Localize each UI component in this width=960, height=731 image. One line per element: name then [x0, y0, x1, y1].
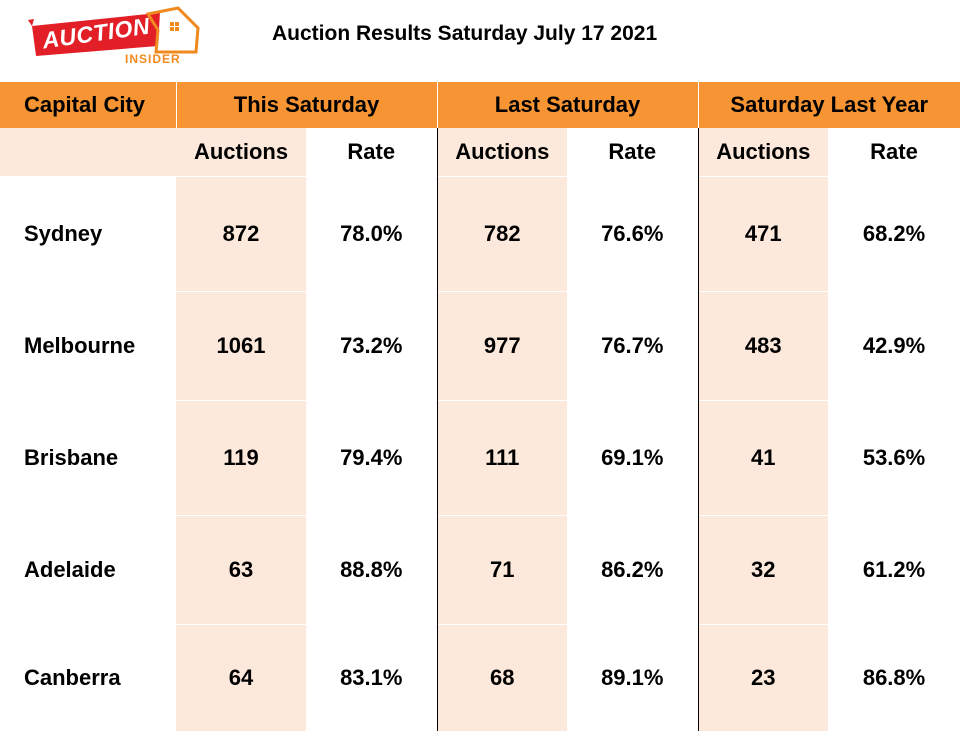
sub-header-auctions: Auctions — [176, 128, 306, 177]
cell-rate-last-saturday: 89.1% — [567, 625, 698, 731]
cell-auctions-this-saturday: 63 — [176, 516, 306, 625]
cell-auctions-this-saturday: 64 — [176, 625, 306, 731]
cell-rate-this-saturday: 73.2% — [306, 292, 437, 401]
cell-rate-this-saturday: 88.8% — [306, 516, 437, 625]
sub-header-auctions: Auctions — [437, 128, 567, 177]
sub-header-rate: Rate — [306, 128, 437, 177]
header-saturday-last-year: Saturday Last Year — [698, 82, 960, 128]
cell-rate-last-year: 68.2% — [828, 177, 960, 292]
group-header-row: Capital City This Saturday Last Saturday… — [0, 82, 960, 128]
cell-auctions-this-saturday: 1061 — [176, 292, 306, 401]
cell-rate-last-saturday: 76.6% — [567, 177, 698, 292]
cell-auctions-last-saturday: 71 — [437, 516, 567, 625]
sub-header-row: Auctions Rate Auctions Rate Auctions Rat… — [0, 128, 960, 177]
cell-rate-last-saturday: 76.7% — [567, 292, 698, 401]
cell-capital-city: Brisbane — [0, 401, 176, 516]
cell-capital-city: Sydney — [0, 177, 176, 292]
cell-auctions-last-saturday: 977 — [437, 292, 567, 401]
cell-capital-city: Adelaide — [0, 516, 176, 625]
cell-auctions-last-year: 471 — [698, 177, 828, 292]
cell-auctions-this-saturday: 119 — [176, 401, 306, 516]
auction-results-table-container: Capital City This Saturday Last Saturday… — [0, 82, 960, 731]
cell-rate-last-year: 61.2% — [828, 516, 960, 625]
cell-auctions-last-saturday: 782 — [437, 177, 567, 292]
cell-auctions-last-saturday: 68 — [437, 625, 567, 731]
cell-rate-this-saturday: 78.0% — [306, 177, 437, 292]
sub-header-rate: Rate — [567, 128, 698, 177]
cell-auctions-last-year: 483 — [698, 292, 828, 401]
cell-capital-city: Melbourne — [0, 292, 176, 401]
cell-auctions-this-saturday: 872 — [176, 177, 306, 292]
page-title: Auction Results Saturday July 17 2021 — [272, 22, 657, 46]
cell-rate-last-year: 42.9% — [828, 292, 960, 401]
cell-rate-this-saturday: 79.4% — [306, 401, 437, 516]
cell-auctions-last-saturday: 111 — [437, 401, 567, 516]
sub-header-rate: Rate — [828, 128, 960, 177]
sub-header-auctions: Auctions — [698, 128, 828, 177]
cell-rate-last-saturday: 86.2% — [567, 516, 698, 625]
cell-rate-last-saturday: 69.1% — [567, 401, 698, 516]
cell-capital-city: Canberra — [0, 625, 176, 731]
header-capital-city: Capital City — [0, 82, 176, 128]
cell-auctions-last-year: 23 — [698, 625, 828, 731]
header-this-saturday: This Saturday — [176, 82, 437, 128]
cell-rate-this-saturday: 83.1% — [306, 625, 437, 731]
auction-results-table: Capital City This Saturday Last Saturday… — [0, 82, 960, 731]
auction-insider-logo: AUCTION INSIDER — [28, 6, 200, 68]
cell-rate-last-year: 53.6% — [828, 401, 960, 516]
logo-subtitle: INSIDER — [125, 52, 181, 66]
cell-auctions-last-year: 41 — [698, 401, 828, 516]
sub-header-blank — [0, 128, 176, 177]
cell-auctions-last-year: 32 — [698, 516, 828, 625]
cell-rate-last-year: 86.8% — [828, 625, 960, 731]
header-last-saturday: Last Saturday — [437, 82, 698, 128]
